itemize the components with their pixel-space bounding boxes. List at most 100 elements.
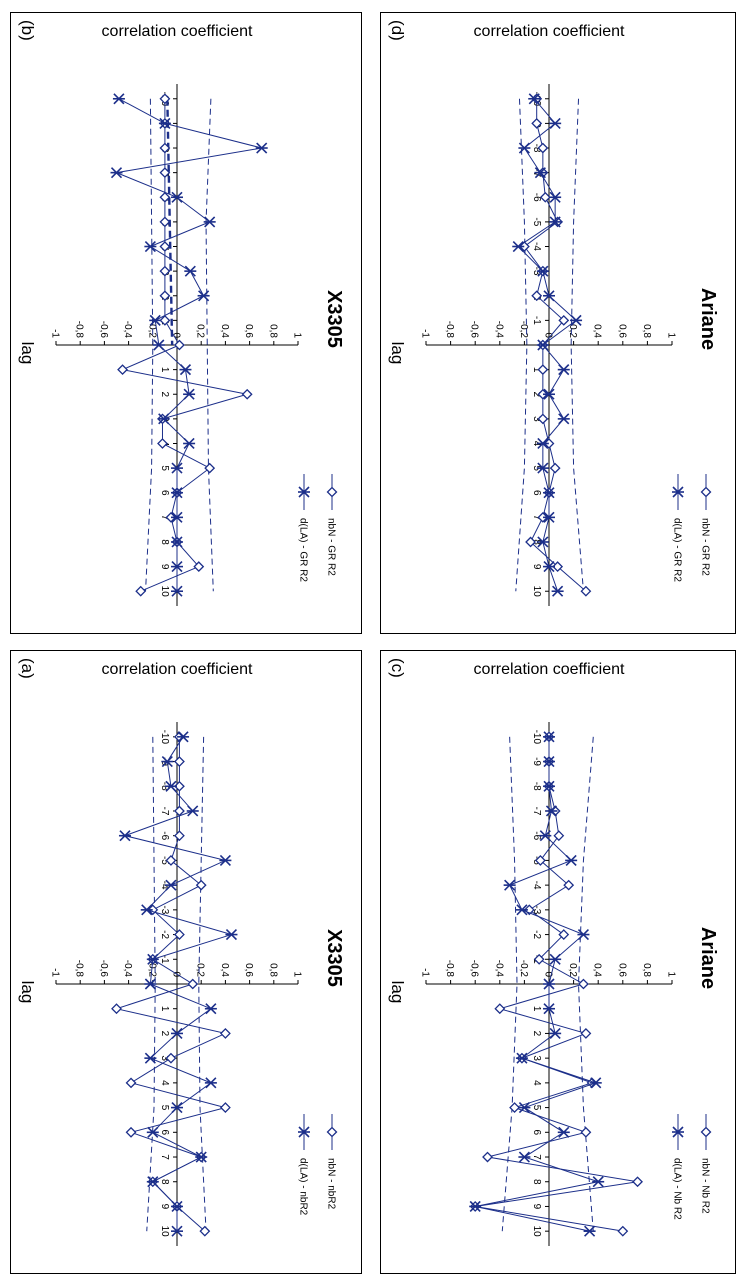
confidence-band [205, 98, 214, 592]
x-tick-label: 10 [159, 586, 170, 598]
star-marker [183, 388, 196, 400]
confidence-band [515, 98, 528, 592]
chart-title: X3305 [323, 929, 345, 987]
star-marker [186, 805, 199, 817]
confidence-band [501, 736, 518, 1232]
star-marker [503, 879, 516, 891]
y-tick-label: 0,4 [219, 324, 230, 338]
legend-diamond-marker [700, 1126, 712, 1138]
x-tick-label: 10 [531, 1226, 542, 1238]
diamond-marker [174, 756, 185, 767]
star-marker [536, 462, 549, 474]
x-tick-label: -5 [159, 856, 170, 865]
y-tick-label: -0,6 [469, 321, 480, 339]
x-tick-label: 5 [531, 1105, 542, 1111]
x-tick-label: 9 [159, 564, 170, 570]
star-marker [545, 805, 558, 817]
star-marker [146, 1126, 159, 1138]
y-axis-label: correlation coefficient [474, 661, 625, 678]
star-marker [171, 561, 183, 573]
star-marker [144, 1052, 157, 1064]
diamond-marker [241, 388, 253, 400]
diamond-marker [549, 462, 561, 474]
y-tick-label: 1 [292, 332, 303, 338]
diamond-marker [533, 953, 545, 965]
x-tick-label: -10 [531, 730, 542, 745]
y-tick-label: -1 [420, 968, 431, 977]
star-marker [164, 879, 177, 891]
chart-title: X3305 [323, 290, 345, 348]
star-marker [543, 978, 555, 990]
y-tick-label: -1 [420, 329, 431, 338]
diamond-marker [219, 1102, 231, 1114]
star-marker [543, 561, 555, 573]
legend-label: d(LA) - GR R2 [672, 518, 683, 582]
y-tick-label: 0,8 [641, 963, 652, 977]
star-marker [518, 1102, 531, 1114]
y-tick-label: 0,6 [616, 324, 627, 338]
diamond-marker [482, 1151, 493, 1163]
diamond-marker [537, 364, 549, 376]
x-tick-label: 6 [159, 490, 170, 496]
y-tick-label: 0,4 [219, 963, 230, 977]
star-marker [539, 830, 552, 842]
star-marker [183, 437, 196, 450]
star-marker [171, 585, 183, 597]
star-marker [543, 780, 555, 792]
x-tick-label: 2 [531, 1031, 542, 1037]
legend-entry: nbN - Nb R2 [700, 1114, 712, 1214]
chart-panel: (d) Ariane correlation coefficient lag 1 0,8 0… [380, 12, 736, 634]
legend-diamond-marker [700, 486, 712, 498]
diamond-marker [553, 830, 565, 842]
star-marker [549, 1027, 562, 1039]
star-marker [171, 1225, 183, 1237]
diamond-marker [157, 438, 168, 449]
star-marker [171, 487, 183, 499]
diamond-marker [219, 1028, 231, 1039]
star-marker [515, 904, 528, 916]
star-marker [577, 929, 590, 941]
diamond-marker [193, 561, 205, 573]
y-tick-label: 0,8 [267, 324, 278, 338]
y-tick-label: -0,2 [518, 960, 529, 978]
diamond-marker [159, 142, 171, 154]
star-marker [518, 142, 531, 154]
diamond-marker [165, 511, 177, 523]
star-marker [171, 191, 183, 203]
legend-entry: nbN - nbR2 [326, 1114, 338, 1210]
legend-label: d(LA) - nbR2 [298, 1158, 309, 1216]
diamond-marker [580, 585, 592, 597]
x-tick-label: 6 [531, 490, 542, 496]
diamond-marker [159, 167, 171, 179]
x-axis-label: lag [18, 342, 37, 365]
x-tick-label: 6 [531, 1130, 542, 1136]
x-tick-label: 1 [159, 367, 170, 373]
x-tick-label: 6 [159, 1130, 170, 1136]
diamond-marker [617, 1225, 629, 1237]
diamond-marker [534, 854, 546, 866]
x-tick-label: 7 [159, 1154, 170, 1160]
diamond-marker [159, 93, 171, 105]
diamond-marker [174, 339, 185, 351]
diamond-marker [174, 805, 185, 817]
chart-panel: (c) Ariane correlation coefficient lag 1 0,8 0… [380, 650, 736, 1274]
star-marker [164, 780, 177, 792]
diamond-marker [531, 117, 543, 129]
star-marker [534, 167, 547, 179]
x-tick-label: -7 [159, 807, 170, 816]
diamond-marker [135, 585, 147, 597]
panel-frame [10, 650, 362, 1274]
x-axis-label: lag [388, 981, 407, 1004]
diamond-marker [111, 1003, 122, 1015]
star-marker [557, 413, 570, 425]
legend-diamond-marker [326, 486, 338, 498]
star-marker [179, 364, 192, 376]
y-tick-label: 0,2 [195, 963, 206, 977]
diamond-marker [494, 1003, 506, 1015]
diamond-marker [509, 1102, 520, 1114]
star-marker [146, 953, 159, 965]
x-tick-label: -4 [159, 881, 170, 890]
x-tick-label: 8 [159, 1179, 170, 1185]
x-tick-label: 5 [531, 465, 542, 471]
